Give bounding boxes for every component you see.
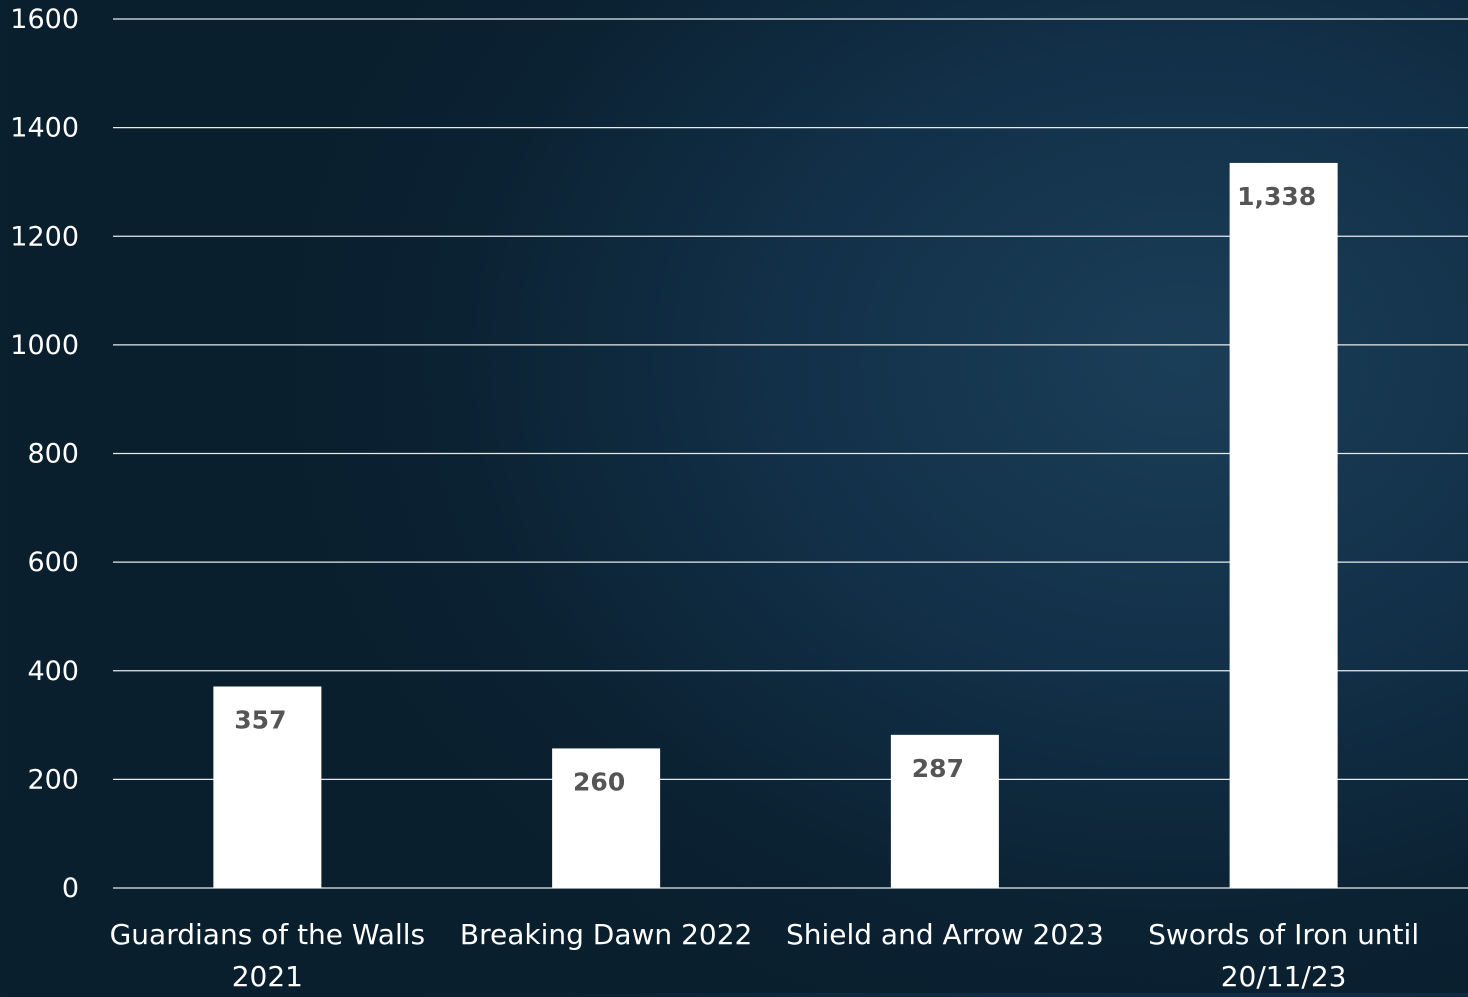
x-category-label-line: 20/11/23 — [1221, 960, 1347, 993]
bar-value-labels: 357 260 287 1,338 — [234, 182, 1316, 796]
y-tick-label: 400 — [27, 656, 79, 687]
y-tick-label: 800 — [27, 439, 79, 470]
x-category-label-line: 2021 — [232, 960, 303, 993]
x-category-label-line: Swords of Iron until — [1148, 918, 1419, 951]
y-tick-label: 1000 — [10, 330, 79, 361]
bar-value-label: 357 — [234, 706, 286, 735]
x-category-label-line: Breaking Dawn 2022 — [460, 918, 752, 951]
y-axis-tick-labels: 0 200 400 600 800 1000 1200 1400 1600 — [10, 4, 79, 904]
gridlines — [113, 18, 1468, 889]
x-category-label: Swords of Iron until 20/11/23 — [1148, 918, 1419, 993]
bar-value-label: 287 — [912, 754, 964, 783]
x-axis-category-labels: Guardians of the Walls 2021 Breaking Dawn … — [110, 918, 1419, 993]
x-category-label: Shield and Arrow 2023 — [786, 918, 1104, 951]
bar — [213, 686, 322, 888]
bar — [890, 734, 999, 888]
y-tick-label: 600 — [27, 547, 79, 578]
y-tick-label: 0 — [62, 873, 79, 904]
bar-value-label: 1,338 — [1237, 182, 1316, 211]
x-category-label-line: Shield and Arrow 2023 — [786, 918, 1104, 951]
x-category-label: Guardians of the Walls 2021 — [110, 918, 426, 993]
x-category-label-line: Guardians of the Walls — [110, 918, 426, 951]
y-tick-label: 1600 — [10, 4, 79, 35]
bar — [552, 748, 661, 888]
y-tick-label: 1200 — [10, 221, 79, 252]
bar-value-label: 260 — [573, 767, 625, 796]
bars — [213, 162, 1338, 889]
bar — [1229, 162, 1338, 889]
y-tick-label: 200 — [27, 764, 79, 795]
x-category-label: Breaking Dawn 2022 — [460, 918, 752, 951]
y-tick-label: 1400 — [10, 113, 79, 144]
